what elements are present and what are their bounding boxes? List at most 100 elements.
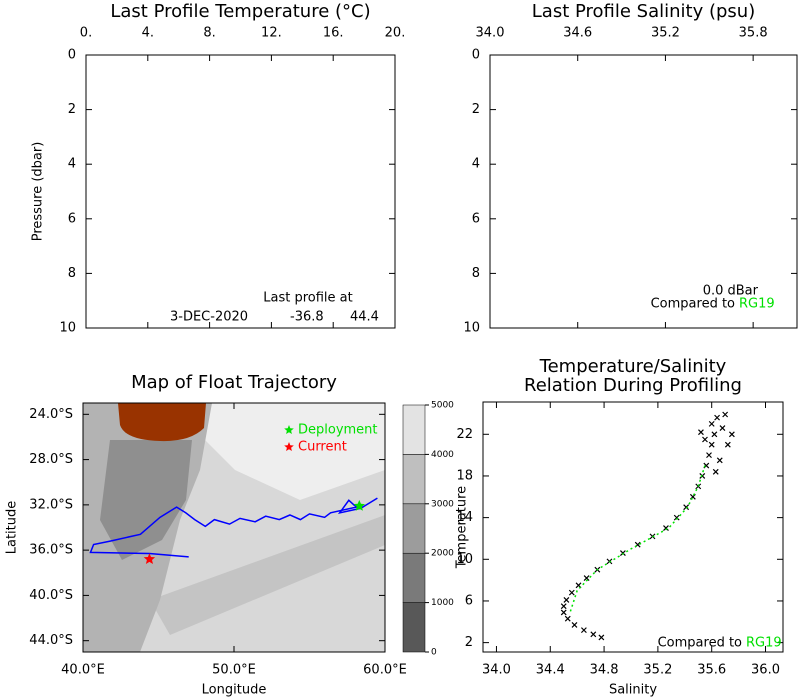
- ts-point: [564, 615, 571, 622]
- y-tick-label: 0: [68, 48, 76, 63]
- y-tick-label: 4: [472, 157, 480, 172]
- ts-point: [708, 441, 715, 448]
- reference-line: [569, 465, 706, 612]
- ts-point: [728, 431, 735, 438]
- chart-title: Last Profile Temperature (°C): [110, 1, 370, 22]
- ts-point: [712, 468, 719, 475]
- colorbar-label: 0: [431, 648, 437, 658]
- legend-marker: [284, 425, 294, 434]
- y-tick-label: 44.0°S: [29, 633, 73, 648]
- y-tick-label: 4: [68, 157, 76, 172]
- x-tick-label: 4.: [142, 26, 154, 41]
- x-tick-label: 34.4: [536, 663, 565, 678]
- x-tick-label: 8.: [203, 26, 215, 41]
- x-tick-label: 34.0: [476, 26, 505, 41]
- chart-title: Last Profile Salinity (psu): [532, 1, 755, 22]
- x-tick-label: 36.0: [751, 663, 780, 678]
- annotation: 0.0 dBar: [703, 284, 759, 299]
- y-tick-label: 8: [68, 266, 76, 281]
- x-axis-label: Salinity: [609, 683, 657, 698]
- annotation: Compared to: [651, 297, 735, 312]
- x-tick-label: 16.: [323, 26, 344, 41]
- colorbar-band: [402, 404, 426, 455]
- colorbar-band: [402, 454, 426, 505]
- plot-frame: [85, 54, 396, 329]
- y-axis-label: Pressure (dbar): [31, 142, 46, 242]
- ts-point: [568, 589, 575, 596]
- y-tick-label: 28.0°S: [29, 452, 73, 467]
- legend-marker: [284, 442, 294, 451]
- y-tick-label: 6: [68, 211, 76, 226]
- y-tick-label: 14: [456, 510, 473, 525]
- colorbar-label: 1000: [431, 598, 454, 608]
- x-tick-label: 34.8: [590, 663, 619, 678]
- y-tick-label: 6: [465, 593, 473, 608]
- colorbar-label: 4000: [431, 450, 454, 460]
- ts-point: [571, 621, 578, 628]
- ridge: [150, 515, 385, 635]
- x-tick-label: 60.0°E: [363, 663, 407, 678]
- shelf: [100, 440, 192, 560]
- y-tick-label: 10: [456, 552, 473, 567]
- annotation: -36.8: [290, 310, 324, 325]
- colorbar-label: 2000: [431, 549, 454, 559]
- y-tick-label: 10: [463, 321, 480, 336]
- y-axis-label: Latitude: [5, 501, 20, 555]
- annotation: RG19: [739, 297, 775, 312]
- legend-label: Current: [298, 440, 347, 455]
- ts-point: [560, 609, 567, 616]
- y-tick-label: 36.0°S: [29, 543, 73, 558]
- position-marker: [143, 553, 156, 564]
- y-tick-label: 18: [456, 468, 473, 483]
- x-tick-label: 35.2: [651, 26, 680, 41]
- y-tick-label: 2: [465, 635, 473, 650]
- y-tick-label: 40.0°S: [29, 588, 73, 603]
- y-tick-label: 8: [472, 266, 480, 281]
- x-tick-label: 0.: [80, 26, 92, 41]
- ts-point: [663, 525, 669, 531]
- ts-point: [590, 631, 597, 638]
- ts-point: [583, 575, 590, 581]
- ts-point: [683, 504, 690, 511]
- x-tick-label: 40.0°E: [61, 663, 105, 678]
- ts-point: [580, 627, 587, 634]
- ts-point: [706, 452, 712, 459]
- x-tick-label: 34.6: [563, 26, 592, 41]
- ts-point: [724, 441, 731, 448]
- colorbar-label: 3000: [431, 499, 454, 509]
- annotation: 44.4: [350, 310, 379, 325]
- annotation: Last profile at: [263, 291, 352, 306]
- ts-point: [714, 414, 721, 421]
- ts-point: [722, 411, 729, 418]
- chart-title: Map of Float Trajectory: [131, 372, 337, 393]
- y-tick-label: 32.0°S: [29, 497, 73, 512]
- y-tick-label: 10: [59, 321, 76, 336]
- chart-title: Temperature/Salinity: [539, 356, 727, 377]
- position-marker: [353, 500, 365, 511]
- y-tick-label: 2: [68, 102, 76, 117]
- ts-point: [673, 514, 680, 521]
- x-tick-label: 35.6: [697, 663, 726, 678]
- plot-frame: [489, 54, 798, 329]
- annotation: Compared to: [658, 636, 742, 651]
- x-tick-label: 20.: [385, 26, 406, 41]
- colorbar-band: [402, 602, 426, 653]
- ts-point: [702, 436, 708, 443]
- annotation: RG19: [746, 636, 782, 651]
- x-axis-label: Longitude: [202, 683, 267, 698]
- ts-point: [708, 420, 715, 427]
- y-axis-label: Temperature: [455, 486, 470, 569]
- ts-point: [711, 431, 718, 438]
- deep-basin: [205, 403, 385, 500]
- y-tick-label: 22: [456, 427, 473, 442]
- legend-label: Deployment: [298, 423, 378, 438]
- y-tick-label: 0: [472, 48, 480, 63]
- x-tick-label: 34.0: [482, 663, 511, 678]
- ts-point: [560, 603, 567, 610]
- y-tick-label: 6: [472, 211, 480, 226]
- plot-frame: [482, 401, 784, 653]
- trajectory: [89, 497, 378, 558]
- bathymetry: [83, 403, 385, 652]
- x-tick-label: 35.8: [739, 26, 768, 41]
